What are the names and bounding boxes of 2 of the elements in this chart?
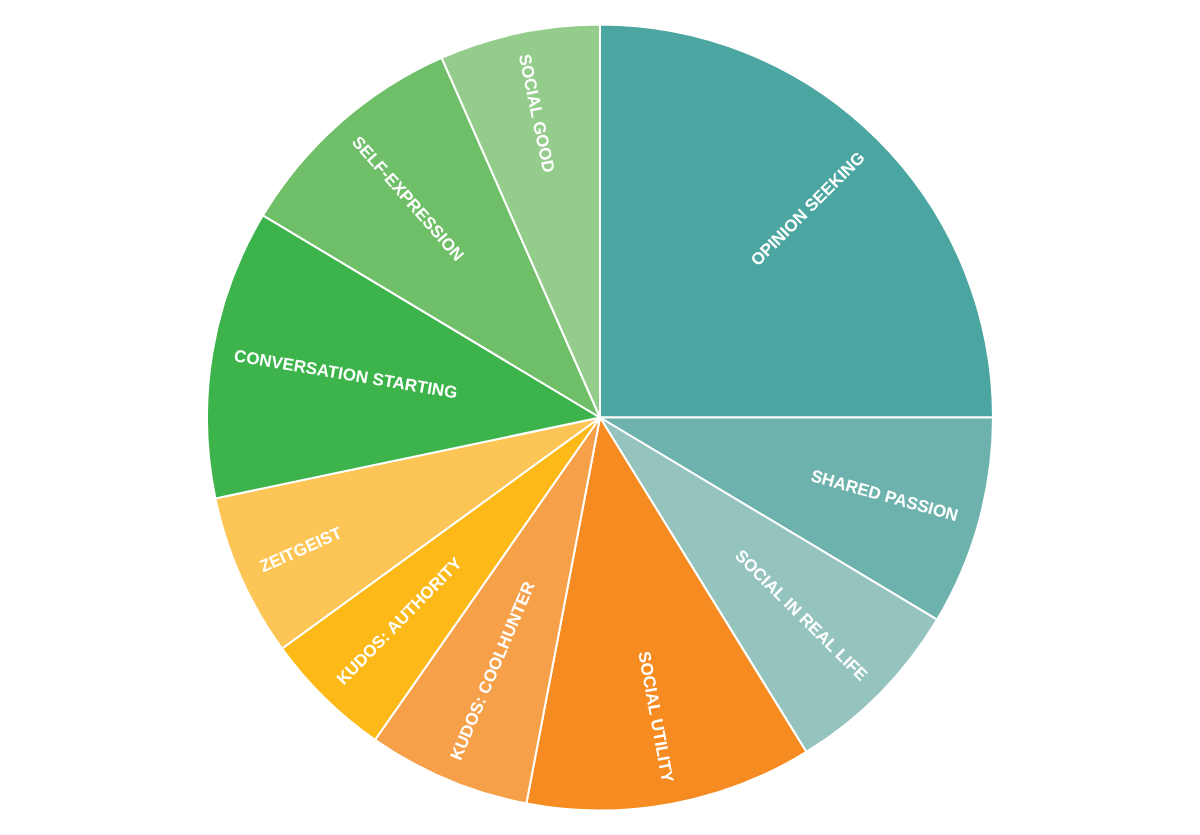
slice-label: SOCIAL GOOD bbox=[514, 52, 559, 175]
slice-label: SOCIAL UTILITY bbox=[634, 649, 678, 785]
